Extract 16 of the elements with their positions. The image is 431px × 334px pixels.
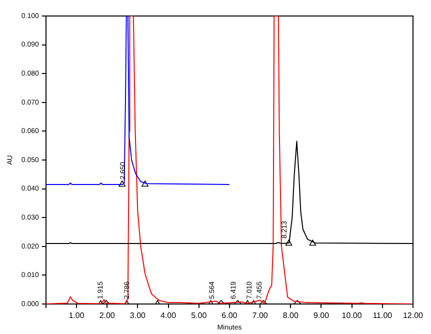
x-tick-label: 1.00	[68, 311, 85, 320]
x-tick-label: 11.00	[372, 311, 393, 320]
x-tick-label: 9.00	[313, 311, 330, 320]
point	[118, 180, 126, 187]
x-tick-label: 7.00	[252, 311, 268, 320]
x-tick-label: 6.00	[222, 311, 238, 320]
x-tick-label: 4.00	[160, 311, 177, 320]
x-tick-label: 2.00	[99, 311, 116, 320]
point	[309, 240, 316, 246]
point	[142, 180, 148, 187]
x-tick-label: 12.00	[402, 311, 424, 320]
x-tick-label: 8.00	[282, 311, 299, 320]
x-tick-label: 3.00	[130, 311, 146, 320]
x-tick-label: 5.00	[191, 311, 208, 320]
x-tick-label: 10.00	[342, 311, 362, 320]
point	[285, 240, 292, 246]
